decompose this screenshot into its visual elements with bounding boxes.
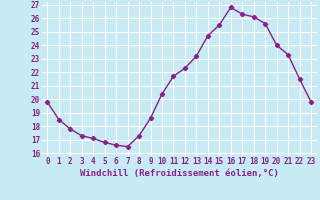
- X-axis label: Windchill (Refroidissement éolien,°C): Windchill (Refroidissement éolien,°C): [80, 169, 279, 178]
